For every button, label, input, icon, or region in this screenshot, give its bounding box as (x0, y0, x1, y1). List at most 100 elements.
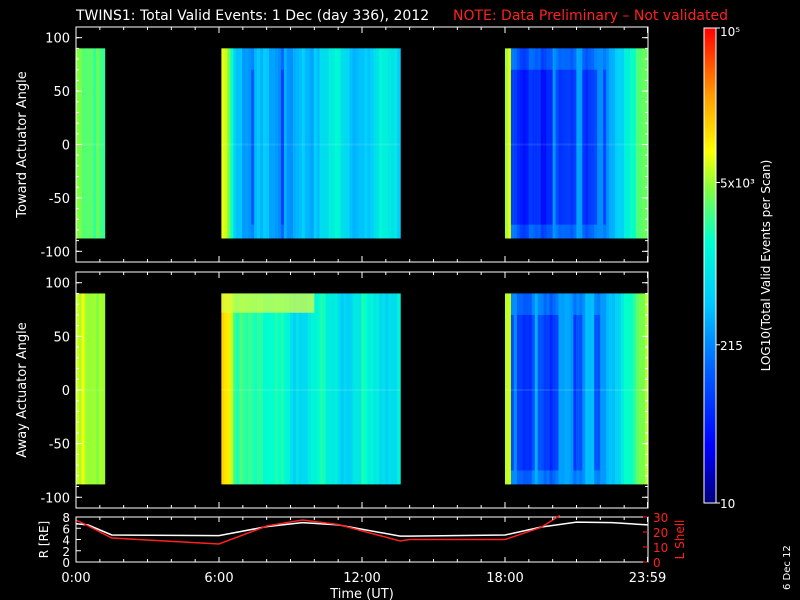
heatmap-cell (644, 293, 649, 485)
heatmap-cell (522, 314, 527, 471)
heatmap-cell (644, 48, 649, 239)
heatmap-cell (78, 48, 83, 239)
l-shell-line (75, 514, 561, 545)
heatmap-cell (230, 48, 234, 239)
heatmap-panel-away: 100 50 0 -50 -100 Away Actuator Angle (15, 271, 649, 509)
heatmap-cell (623, 48, 628, 239)
heatmap-cell (325, 293, 330, 485)
heatmap-cell (355, 48, 360, 239)
zero-angle-band (76, 143, 105, 146)
heatmap-cell (540, 69, 545, 225)
heatmap-cell (84, 293, 89, 485)
r-axis-label: R [RE] (37, 521, 51, 558)
heatmap-cell (555, 69, 560, 225)
heatmap-cell (585, 69, 589, 225)
heatmap-cell (632, 293, 637, 485)
heatmap-cell (388, 48, 392, 239)
heatmap-cell (376, 293, 380, 485)
heatmap-cell (364, 48, 368, 239)
heatmap-cell (549, 314, 554, 471)
y-tick-label: 50 (53, 330, 70, 345)
colorbar (703, 27, 717, 504)
heatmap-cell (316, 48, 321, 239)
heatmap-cell (242, 48, 246, 239)
heatmap-cell (319, 293, 324, 485)
x-axis-label: Time (UT) (329, 587, 394, 600)
heatmap-cell (242, 293, 246, 485)
heatmap-cell (292, 293, 297, 485)
heatmap-cell (269, 293, 273, 485)
heatmap-cell (397, 293, 401, 485)
heatmap-cell (301, 48, 306, 239)
y-tick-label: -100 (40, 491, 70, 506)
heatmap-cell (558, 69, 563, 225)
heatmap-cell (266, 293, 270, 485)
r-distance-line (75, 521, 648, 537)
heatmap-cell (638, 48, 643, 239)
heatmap-cell (289, 293, 294, 485)
heatmap-segment (221, 293, 401, 485)
heatmap-cell (295, 48, 300, 239)
heatmap-cell (364, 293, 368, 485)
heatmap-cell (385, 48, 389, 239)
colorbar-tick-label: 5x10³ (720, 176, 755, 190)
heatmap-cell (221, 48, 225, 239)
heatmap-cell (546, 314, 551, 471)
heatmap-segment (505, 293, 649, 485)
heatmap-cell (239, 293, 243, 485)
heatmap-cell (615, 48, 619, 239)
heatmap-cell (632, 48, 637, 239)
heatmap-cell (81, 48, 86, 239)
heatmap-cell (245, 48, 249, 239)
heatmap-cell (236, 48, 240, 239)
heatmap-cell (349, 293, 354, 485)
heatmap-cell (87, 293, 91, 485)
high-count-band (221, 293, 315, 313)
y-tick-label: -50 (49, 438, 70, 453)
heatmap-cell (394, 293, 398, 485)
heatmap-cell (507, 48, 512, 239)
heatmap-cell (397, 48, 401, 239)
heatmap-cell (313, 293, 318, 485)
y-tick-label: 0 (62, 384, 70, 399)
heatmap-cell (358, 293, 362, 485)
heatmap-cell (516, 69, 521, 225)
chart-title-bar: TWINS1: Total Valid Events: 1 Dec (day 3… (0, 0, 800, 30)
heatmap-cell (582, 293, 586, 485)
heatmap-segment (76, 293, 106, 485)
heatmap-cell (507, 293, 512, 485)
heatmap-cell (313, 48, 318, 239)
heatmap-cell (609, 293, 613, 485)
heatmap-cell (319, 48, 324, 239)
heatmap-cell (84, 48, 89, 239)
heatmap-cell (576, 48, 580, 239)
heatmap-cell (346, 48, 351, 239)
heatmap-cell (316, 293, 321, 485)
heatmap-cell (260, 293, 264, 485)
heatmap-cell (361, 48, 365, 239)
heatmap-cell (376, 48, 380, 239)
heatmap-cell (641, 48, 646, 239)
heatmap-cell (227, 293, 231, 485)
orbit-left-tick-label: 2 (62, 545, 70, 559)
heatmap-cell (576, 314, 580, 471)
time-tick-label: 23:59 (629, 571, 666, 586)
heatmap-segment (76, 48, 106, 239)
heatmap-cell (615, 293, 619, 485)
y-tick-label: -50 (49, 192, 70, 207)
heatmap-cell (564, 293, 569, 485)
heatmap-cell (373, 293, 377, 485)
heatmap-cell (298, 293, 303, 485)
l-shell-axis-label: L Shell (673, 520, 687, 560)
heatmap-cell (263, 48, 267, 239)
heatmap-cell (355, 293, 360, 485)
heatmap-cell (331, 48, 336, 239)
heatmap-cell (388, 293, 392, 485)
heatmap-cell (266, 48, 270, 239)
y-axis-label: Away Actuator Angle (15, 322, 30, 457)
heatmap-cell (227, 48, 231, 239)
zero-angle-band (76, 389, 105, 391)
heatmap-cell (272, 293, 276, 485)
heatmap-cell (573, 314, 577, 471)
heatmap-cell (588, 69, 592, 225)
